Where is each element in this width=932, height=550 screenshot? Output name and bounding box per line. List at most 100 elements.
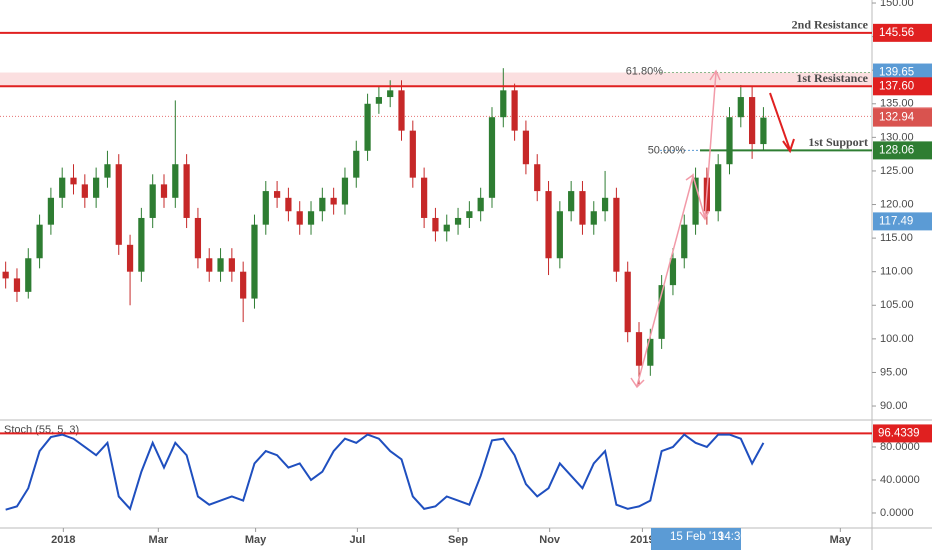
x-tick-label: 2019: [630, 534, 654, 546]
level-label: 2nd Resistance: [792, 18, 869, 32]
candle-body: [579, 191, 586, 225]
candle-body: [726, 117, 733, 165]
candle-body: [635, 332, 643, 366]
projection-path: [636, 71, 717, 387]
candle-body: [421, 177, 428, 218]
price-tag: [873, 63, 932, 82]
candle-body: [296, 211, 303, 225]
candle-body: [194, 217, 202, 259]
level-label: 1st Resistance: [796, 71, 868, 85]
candle-body: [556, 211, 563, 259]
y-tick-label: 40.0000: [880, 474, 920, 486]
candle-body: [534, 164, 541, 192]
candle-body: [217, 258, 224, 272]
resistance-zone: [0, 72, 872, 87]
candle-body: [206, 258, 213, 272]
price-tag-label: 137.60: [879, 80, 914, 92]
candle-body: [341, 177, 349, 205]
candle-body: [737, 97, 744, 118]
candle-body: [692, 177, 699, 225]
price-tag-label: 145.56: [879, 27, 914, 39]
target-arrow: [769, 92, 791, 151]
candle-body: [466, 211, 473, 218]
candle-body: [601, 197, 609, 212]
candle-body: [183, 164, 190, 218]
candle-body: [149, 184, 156, 218]
candle-body: [375, 97, 382, 104]
candle-body: [330, 197, 337, 205]
candle-body: [477, 197, 484, 212]
candle-body: [658, 285, 665, 339]
price-tag-label: 139.65: [879, 67, 914, 79]
price-tag: [873, 141, 932, 160]
candle-body: [545, 191, 552, 259]
candle-body: [500, 90, 507, 118]
candle-body: [398, 90, 405, 131]
stoch-tag-label: 96.4339: [878, 427, 920, 439]
x-tick-label: May: [830, 534, 852, 546]
x-tick-label: Nov: [539, 534, 561, 546]
price-tag-label: 132.94: [879, 112, 915, 124]
y-tick-label: 95.00: [880, 366, 908, 378]
y-tick-label: 80.0000: [880, 441, 920, 453]
candle-body: [715, 164, 722, 212]
candle-body: [624, 271, 631, 333]
candle-body: [307, 211, 315, 225]
price-tag-label: 117.49: [879, 215, 913, 227]
candle-body: [251, 224, 258, 299]
x-tick-label: 2018: [51, 534, 75, 546]
crosshair-date: 15 Feb '19: [670, 531, 724, 543]
candle-body: [364, 103, 371, 151]
candle-body: [13, 278, 21, 292]
candle-body: [81, 184, 88, 198]
y-tick-label: 110.00: [880, 266, 913, 278]
arrow-head: [685, 173, 694, 184]
y-tick-label: 115.00: [880, 232, 913, 244]
candle-body: [432, 217, 439, 232]
crosshair-time: 14:30: [718, 531, 747, 543]
candle-body: [36, 224, 43, 259]
candle-body: [104, 164, 111, 178]
fib-label: 61.80%: [626, 65, 664, 77]
stoch-tag: [873, 424, 932, 443]
candle-body: [760, 117, 767, 145]
arrow-head: [709, 69, 721, 81]
candle-body: [522, 130, 530, 165]
y-tick-label: 150.00: [880, 0, 914, 9]
price-tag: [873, 23, 932, 42]
price-tag: [873, 212, 932, 231]
candle-body: [353, 150, 360, 178]
x-tick-label: Jul: [349, 534, 365, 546]
arrow-head: [782, 138, 795, 154]
candle-body: [488, 117, 496, 198]
candle-body: [70, 177, 77, 185]
y-tick-label: 120.00: [880, 198, 914, 210]
candle-body: [138, 217, 145, 272]
x-tick-label: May: [245, 534, 267, 546]
candle-body: [443, 224, 450, 232]
level-label: 1st Support: [808, 135, 868, 149]
y-tick-label: 135.00: [880, 98, 914, 110]
price-tag-label: 128.06: [879, 144, 914, 156]
candle-body: [160, 184, 168, 198]
candle-body: [568, 191, 575, 212]
price-tag: [873, 108, 932, 127]
candle-body: [273, 191, 281, 198]
candle-body: [319, 197, 326, 212]
y-tick-label: 100.00: [880, 333, 914, 345]
candle-body: [115, 164, 122, 245]
y-tick-label: 130.00: [880, 131, 914, 143]
candle-body: [126, 244, 134, 272]
candle-body: [681, 224, 688, 259]
crosshair-box: [651, 528, 741, 550]
x-tick-label: Mar: [149, 534, 169, 546]
candle-body: [59, 177, 66, 198]
candle-body: [647, 338, 654, 366]
candle-body: [454, 217, 462, 225]
y-tick-label: 0.0000: [880, 507, 914, 519]
candle-body: [228, 258, 235, 272]
candle-body: [240, 271, 247, 299]
